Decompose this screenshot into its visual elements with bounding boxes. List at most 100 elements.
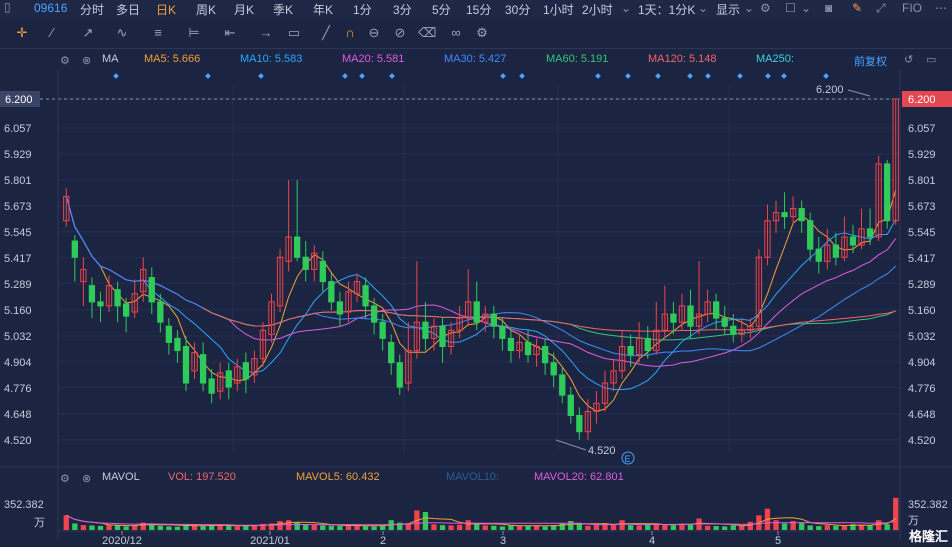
gear-icon[interactable]: ⚙ [760, 1, 771, 15]
chevron-down-icon[interactable]: ⌄ [621, 1, 632, 15]
volume-bar [610, 524, 617, 530]
candle-body [182, 346, 190, 384]
candle-body [661, 313, 668, 331]
tab-period-0[interactable]: 分时 [80, 3, 105, 17]
gear-icon[interactable]: ⚙ [60, 55, 70, 67]
chevron-down-icon[interactable]: ⌄ [801, 1, 812, 15]
candle-body [225, 370, 232, 388]
volume-bar [704, 525, 711, 530]
menu-icon[interactable]: ▯ [4, 0, 11, 14]
tab-period-7[interactable]: 1分 [353, 3, 372, 17]
volume-bar [226, 525, 232, 530]
hide-icon[interactable]: ⊘ [394, 25, 406, 40]
magnet-icon[interactable]: ∩ [345, 25, 355, 40]
fio-label[interactable]: FIO [902, 1, 922, 15]
candle-body [832, 244, 840, 258]
candle-body [422, 321, 429, 339]
settings-icon[interactable]: ⚙ [476, 25, 488, 40]
chevron-down-icon[interactable]: ⌄ [698, 1, 709, 15]
tab-period-11[interactable]: 30分 [505, 3, 531, 17]
close-icon[interactable]: ⊗ [82, 55, 92, 67]
mavol20-line [66, 514, 896, 526]
volume-bar [311, 525, 317, 530]
undo-icon[interactable]: ↺ [904, 54, 914, 66]
checkbox-icon[interactable]: ☐ [785, 1, 796, 15]
high-price-label: 6.200 [816, 84, 844, 96]
tab-period-10[interactable]: 15分 [466, 3, 492, 17]
price-tag-left [0, 91, 40, 107]
candle-body [165, 325, 173, 343]
ma-marker [205, 73, 211, 79]
volume-bar [799, 522, 805, 530]
tab-period-13[interactable]: 2小时 [582, 3, 613, 17]
ma-name: MA [102, 53, 119, 65]
camera-icon[interactable]: ◙ [825, 1, 833, 15]
volume-bar [790, 521, 796, 530]
ma-marker [595, 73, 601, 79]
period-select[interactable]: 1天：1分K [638, 3, 696, 17]
volume-bar [833, 525, 839, 530]
gear-icon[interactable]: ⚙ [60, 473, 70, 485]
tab-period-5[interactable]: 季K [273, 3, 294, 17]
candle-body [242, 362, 249, 380]
volume-bar [602, 523, 608, 530]
volume-bar [268, 523, 275, 530]
y-tick-label-right: 5.545 [908, 227, 936, 239]
tab-period-6[interactable]: 年K [313, 3, 334, 17]
candle-body [687, 305, 694, 327]
wave-tool-icon[interactable]: ∿ [116, 25, 128, 40]
ma-marker [823, 73, 829, 79]
tab-period-1[interactable]: 多日 [116, 3, 141, 17]
tab-period-2[interactable]: 日K [156, 3, 177, 17]
volume-bar [277, 521, 283, 530]
trend-line-icon[interactable]: ↗ [82, 25, 94, 40]
candle-body [285, 236, 292, 262]
ruler-icon[interactable]: ╱ [322, 25, 330, 40]
volume-bar [474, 523, 480, 530]
trash-icon[interactable]: ⌫ [418, 25, 437, 40]
y-tick-label-left: 5.929 [4, 149, 32, 161]
ma-marker [687, 73, 693, 79]
brand-logo: 格隆汇 [908, 529, 948, 544]
candle-body [636, 337, 643, 356]
tab-period-12[interactable]: 1小时 [543, 3, 574, 17]
link-icon[interactable]: ∞ [451, 25, 461, 40]
fullscreen-icon[interactable]: ⤢ [876, 1, 886, 15]
display-menu[interactable]: 显示 [716, 3, 741, 17]
y-tick-label-left: 5.417 [4, 253, 32, 265]
y-tick-label-right: 4.904 [908, 357, 936, 369]
pencil-icon[interactable]: ✎ [852, 1, 863, 15]
volume-bar [764, 508, 771, 530]
lock-icon[interactable]: ⊖ [368, 25, 380, 40]
candle-body [370, 305, 378, 323]
volume-bar [893, 497, 899, 530]
measure-tool-icon[interactable]: ⇤ [224, 25, 236, 40]
arrow-tool-icon[interactable]: → [259, 25, 273, 40]
y-tick-label-right: 4.776 [908, 383, 936, 395]
volume-bar [773, 520, 779, 530]
collapse-icon[interactable]: ▭ [926, 54, 937, 66]
ma-marker [655, 73, 661, 79]
crosshair-icon[interactable]: ✛ [16, 25, 28, 40]
volume-bar [260, 523, 266, 530]
candle-body [456, 317, 463, 331]
line-tool-icon[interactable]: ⁄ [50, 25, 54, 40]
volume-bar [516, 525, 523, 530]
tab-period-3[interactable]: 周K [196, 3, 217, 17]
fib-tool-icon[interactable]: ⊨ [188, 25, 200, 40]
close-icon[interactable]: ⊗ [82, 473, 92, 485]
tab-period-9[interactable]: 5分 [432, 3, 451, 17]
adjust-select[interactable]: 前复权 [854, 56, 887, 68]
more-icon[interactable]: ⋯ [935, 1, 947, 15]
comment-icon[interactable]: ▭ [287, 25, 301, 40]
volume-bar [414, 510, 420, 530]
tab-period-8[interactable]: 3分 [393, 3, 412, 17]
chevron-down-icon[interactable]: ⌄ [744, 1, 755, 15]
tab-period-4[interactable]: 月K [234, 3, 255, 17]
channel-tool-icon[interactable]: ≡ [154, 25, 162, 40]
x-tick-label: 2020/12 [102, 535, 142, 547]
volume-bar [439, 525, 446, 530]
vol-legend: ⚙ ⊗ MAVOL VOL: 197.520 MAVOL5: 60.432 MA… [0, 470, 952, 486]
ma120-value: MA120: 5.148 [648, 53, 717, 65]
